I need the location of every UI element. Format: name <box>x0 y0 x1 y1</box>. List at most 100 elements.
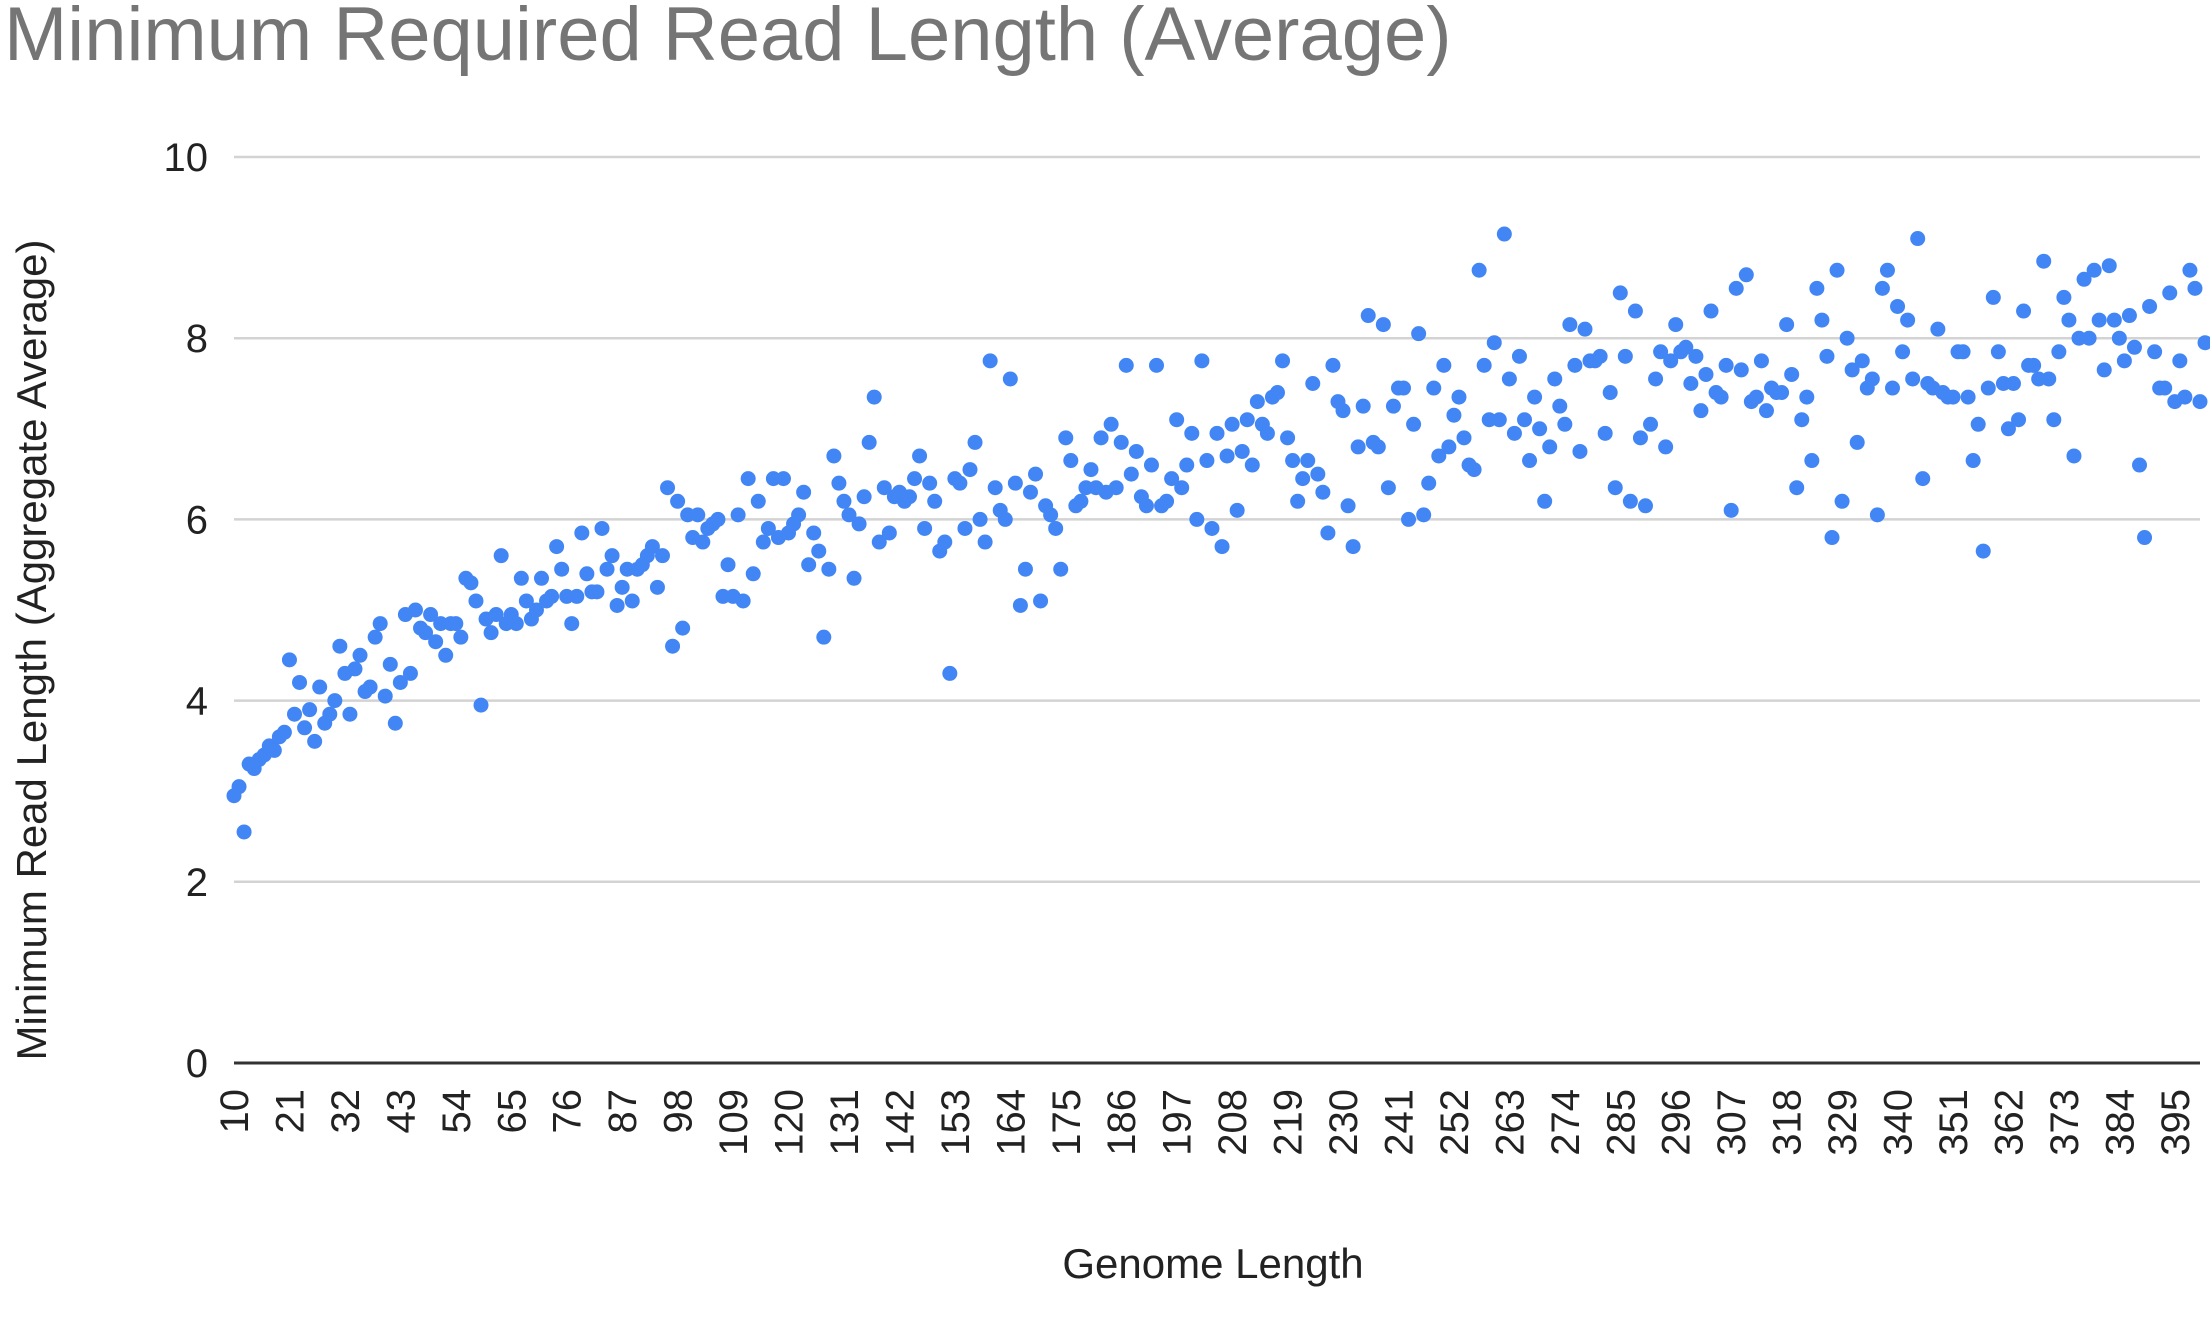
data-point <box>402 665 418 681</box>
data-point <box>1834 493 1850 509</box>
data-point <box>801 557 817 573</box>
data-point <box>1965 453 1981 469</box>
data-point <box>1617 348 1633 364</box>
data-point <box>1910 231 1926 247</box>
data-point <box>286 706 302 722</box>
data-point <box>1028 466 1044 482</box>
data-point <box>1149 357 1165 373</box>
data-point <box>1476 357 1492 373</box>
data-point <box>952 475 968 491</box>
data-point <box>599 561 615 577</box>
data-point <box>392 674 408 690</box>
y-tick-label: 6 <box>186 498 208 542</box>
x-tick-label: 54 <box>435 1089 479 1134</box>
data-point <box>614 579 630 595</box>
data-point <box>1577 321 1593 337</box>
data-point <box>1108 480 1124 496</box>
data-point <box>1522 453 1538 469</box>
data-point <box>806 525 822 541</box>
data-point <box>2081 330 2097 346</box>
data-point <box>1663 353 1679 369</box>
y-axis-ticks: 0 2 4 6 8 10 <box>164 136 209 1086</box>
data-point <box>670 493 686 509</box>
data-point <box>2076 271 2092 287</box>
data-point <box>1632 430 1648 446</box>
data-point <box>1290 493 1306 509</box>
data-point <box>2066 448 2082 464</box>
data-point <box>1607 480 1623 496</box>
data-point <box>917 520 933 536</box>
data-point <box>1224 416 1240 432</box>
data-point <box>302 702 318 718</box>
data-point <box>1285 453 1301 469</box>
data-point <box>2126 339 2142 355</box>
data-point <box>1033 593 1049 609</box>
data-point <box>2177 389 2193 405</box>
data-point <box>513 570 529 586</box>
data-point <box>448 616 464 632</box>
data-point <box>1194 353 1210 369</box>
x-tick-label: 296 <box>1655 1089 1699 1156</box>
data-point <box>1239 412 1255 428</box>
data-point <box>2197 335 2210 351</box>
data-point <box>624 593 640 609</box>
data-point <box>1839 330 1855 346</box>
data-point <box>1043 507 1059 523</box>
data-point <box>972 511 988 527</box>
data-point <box>1300 453 1316 469</box>
x-tick-label: 219 <box>1267 1089 1311 1156</box>
data-point <box>362 679 378 695</box>
data-point <box>1879 262 1895 278</box>
data-point <box>1728 280 1744 296</box>
data-point <box>1789 480 1805 496</box>
data-point <box>1259 425 1275 441</box>
data-point <box>322 706 338 722</box>
x-tick-label: 109 <box>712 1089 756 1156</box>
data-point <box>1758 403 1774 419</box>
data-point <box>1990 344 2006 360</box>
data-point <box>735 593 751 609</box>
data-point <box>544 588 560 604</box>
data-point <box>1799 389 1815 405</box>
data-point <box>2111 330 2127 346</box>
data-point <box>281 652 297 668</box>
data-point <box>528 602 544 618</box>
data-point <box>327 693 343 709</box>
data-point <box>1184 425 1200 441</box>
data-point <box>1073 493 1089 509</box>
data-point <box>1955 344 1971 360</box>
data-point <box>1396 380 1412 396</box>
x-tick-label: 373 <box>2043 1089 2087 1156</box>
data-point <box>1325 357 1341 373</box>
data-point <box>231 779 247 795</box>
data-point <box>1733 362 1749 378</box>
x-tick-label: 87 <box>601 1089 645 1134</box>
data-point <box>423 607 439 623</box>
x-tick-label: 263 <box>1488 1089 1532 1156</box>
data-point <box>1612 285 1628 301</box>
data-point <box>675 620 691 636</box>
data-point <box>387 715 403 731</box>
data-point <box>1103 416 1119 432</box>
data-point <box>740 471 756 487</box>
data-point <box>1854 353 1870 369</box>
data-point <box>1012 597 1028 613</box>
data-point <box>2132 457 2148 473</box>
data-point <box>609 597 625 613</box>
data-point <box>1305 376 1321 391</box>
y-tick-label: 8 <box>186 317 208 361</box>
data-point <box>1501 371 1517 387</box>
data-point <box>1517 412 1533 428</box>
data-point <box>1143 457 1159 473</box>
data-point <box>488 607 504 623</box>
x-tick-label: 186 <box>1100 1089 1144 1156</box>
data-point <box>1229 502 1245 518</box>
data-point <box>927 493 943 509</box>
data-point <box>1622 493 1638 509</box>
data-point <box>589 584 605 600</box>
data-point <box>1975 543 1991 559</box>
data-point <box>1784 366 1800 382</box>
data-point <box>997 511 1013 527</box>
y-axis-title: Minimum Read Length (Aggregate Average) <box>8 239 55 1060</box>
